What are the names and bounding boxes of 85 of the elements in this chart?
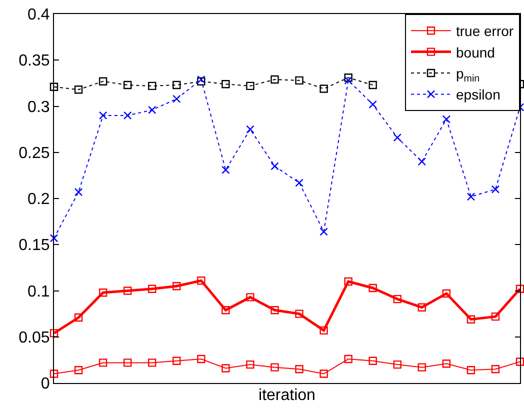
y-tick-label: 0.1 (28, 283, 50, 300)
point (295, 310, 304, 318)
point (222, 80, 230, 88)
legend-label: p$_{min}$ (456, 65, 480, 84)
point (295, 178, 304, 187)
point (442, 289, 451, 298)
point (270, 162, 279, 170)
point (393, 360, 402, 369)
point (172, 356, 181, 365)
point (148, 284, 156, 293)
point (98, 77, 108, 86)
x-axis-title: iteration (258, 386, 316, 404)
point (320, 84, 328, 93)
point (197, 276, 206, 285)
point (516, 358, 524, 366)
y-tick-label: 0.15 (18, 237, 50, 254)
legend-label: bound (456, 44, 495, 60)
point (98, 358, 108, 367)
point (418, 303, 426, 312)
point (74, 188, 83, 196)
point (123, 358, 132, 367)
point (270, 75, 279, 84)
point (50, 370, 58, 378)
y-tick-label: 0.35 (18, 52, 50, 70)
point (344, 76, 352, 85)
point (491, 312, 500, 321)
point (246, 293, 254, 302)
point (222, 364, 230, 372)
point (197, 354, 206, 364)
point (74, 313, 83, 322)
point (320, 370, 328, 378)
y-tick-label: 0.3 (28, 98, 50, 116)
point (320, 228, 328, 236)
point (368, 284, 377, 292)
point (123, 80, 132, 90)
point (442, 115, 451, 124)
point (344, 74, 352, 82)
point (74, 366, 83, 374)
point (148, 82, 156, 90)
point (516, 284, 524, 293)
point (491, 185, 500, 194)
point (491, 365, 500, 374)
legend-label: epsilon (456, 86, 500, 103)
point (123, 111, 132, 120)
y-tick-label: 0.05 (18, 329, 50, 346)
y-tick-label: 0 (40, 376, 50, 393)
point (466, 192, 476, 201)
point (368, 356, 377, 365)
point (295, 76, 304, 85)
point (50, 234, 58, 242)
point (466, 366, 476, 374)
point (368, 100, 377, 109)
point (172, 94, 181, 103)
point (320, 326, 328, 335)
point (222, 306, 230, 314)
point (246, 82, 254, 90)
point (393, 294, 402, 304)
point (344, 277, 352, 286)
point (172, 282, 181, 290)
point (148, 106, 156, 114)
point (393, 134, 402, 142)
point (344, 354, 352, 364)
point (442, 360, 451, 368)
point (123, 286, 132, 295)
point (50, 82, 58, 91)
point (246, 125, 254, 134)
point (74, 86, 83, 94)
y-tick-label: 0.2 (28, 191, 50, 208)
point (246, 360, 254, 369)
legend-label: true error (456, 23, 514, 40)
point (418, 363, 426, 372)
point (270, 306, 279, 314)
point (148, 358, 156, 367)
point (98, 288, 108, 297)
y-tick-label: 0.4 (28, 6, 50, 24)
point (222, 166, 230, 174)
y-tick-label: 0.25 (18, 144, 50, 162)
point (98, 111, 108, 120)
point (466, 315, 476, 324)
point (368, 80, 377, 90)
point (50, 329, 58, 338)
point (418, 158, 426, 166)
point (295, 365, 304, 374)
point (172, 80, 181, 90)
point (270, 363, 279, 372)
